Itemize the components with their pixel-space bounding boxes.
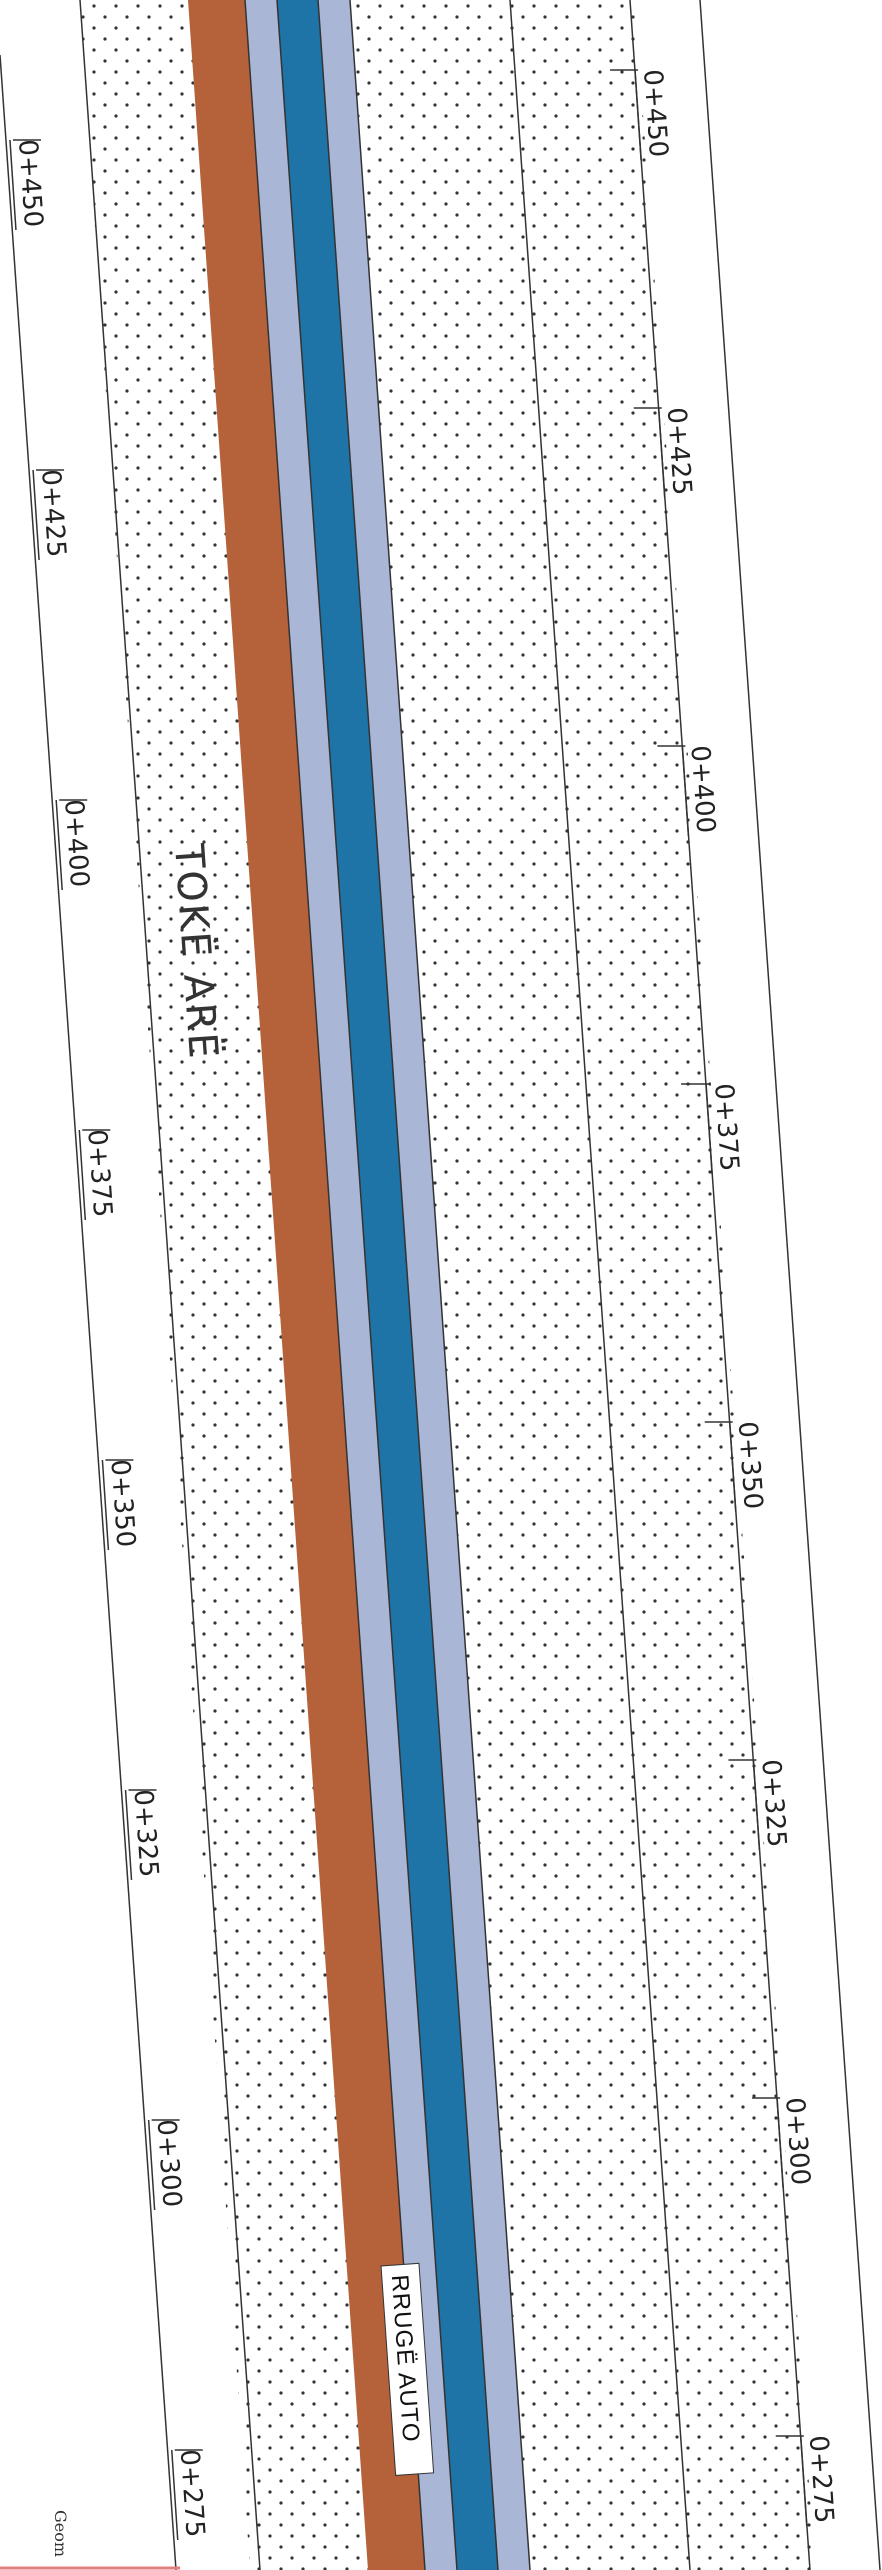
chainage-label: 0+300 xyxy=(779,2096,815,2186)
chainage-label: 0+400 xyxy=(58,798,94,888)
chainage-label: 0+425 xyxy=(661,406,697,496)
blue-road-strip xyxy=(277,0,498,2570)
chainage-label: 0+375 xyxy=(81,1128,117,1218)
chainage-labels-left: 0+450 0+425 0+400 0+375 0+350 0+325 0+300 0+275 xyxy=(12,138,210,2538)
stamp-text: Geom xyxy=(51,2510,70,2557)
chainage-label: 0+450 xyxy=(12,138,48,228)
boundary-line xyxy=(276,0,458,2570)
chainage-tick xyxy=(776,2097,784,2189)
chainage-tick xyxy=(705,1083,713,1175)
chainage-label: 0+325 xyxy=(128,1788,164,1878)
road-label-box: RRUGË AUTO xyxy=(380,2262,435,2476)
chainage-label: 0+350 xyxy=(732,1420,768,1510)
chainage-label: 0+300 xyxy=(151,2118,187,2208)
chainage-tick xyxy=(752,1759,761,1851)
chainage-label: 0+400 xyxy=(684,744,720,834)
title-block-stamp: Geom xyxy=(51,2510,70,2557)
chainage-tick xyxy=(147,2119,156,2211)
chainage-label: 0+275 xyxy=(803,2434,839,2524)
left-chainage-line xyxy=(0,54,177,2570)
chainage-tick xyxy=(32,469,40,561)
chainage-ticks-left xyxy=(9,139,203,2541)
chainage-label: 0+275 xyxy=(174,2448,210,2538)
boundary-line xyxy=(244,0,426,2570)
boundary-line xyxy=(79,0,261,2570)
chainage-label: 0+425 xyxy=(35,468,71,558)
chainage-tick xyxy=(657,407,666,499)
chainage-label: 0+350 xyxy=(104,1458,140,1548)
chainage-tick xyxy=(78,1129,87,1221)
boundary-line xyxy=(509,0,691,2570)
chainage-tick xyxy=(800,2435,808,2527)
chainage-ticks-right xyxy=(610,69,808,2527)
light-road-strip-2 xyxy=(318,0,530,2570)
arable-land-zone xyxy=(80,0,815,2570)
boundary-line xyxy=(349,0,531,2570)
light-road-strip xyxy=(245,0,457,2570)
road-strips xyxy=(188,0,530,2570)
chainage-labels-right: 0+450 0+425 0+400 0+375 0+350 0+325 0+300 0+275 xyxy=(637,68,839,2524)
chainage-tick xyxy=(681,745,690,837)
right-chainage-line xyxy=(699,0,881,2570)
chainage-tick xyxy=(124,1789,133,1881)
chainage-tick xyxy=(634,69,642,161)
chainage-tick xyxy=(55,799,63,891)
chainage-label: 0+450 xyxy=(637,68,673,158)
chainage-tick xyxy=(9,139,17,231)
chainage-label: 0+325 xyxy=(755,1758,791,1848)
chainage-tick xyxy=(101,1459,110,1551)
boundary-line xyxy=(317,0,499,2570)
chainage-label: 0+375 xyxy=(708,1082,744,1172)
chainage-tick xyxy=(170,2449,179,2541)
chainage-tick xyxy=(728,1421,737,1513)
brown-road-strip xyxy=(188,0,425,2570)
